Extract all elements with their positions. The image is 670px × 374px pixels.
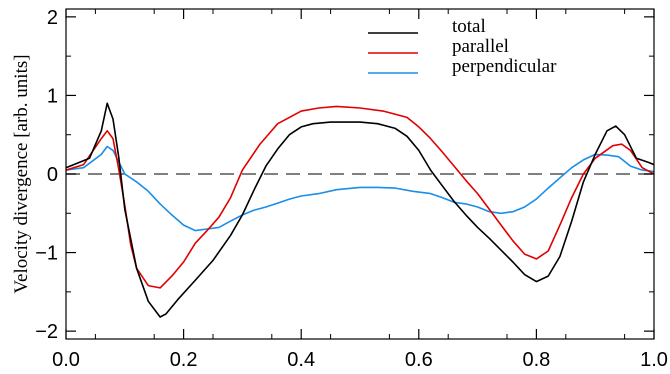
- x-tick-label: 0.6: [405, 349, 433, 371]
- legend-label-perpendicular: perpendicular: [452, 56, 557, 77]
- y-tick-label: 2: [47, 7, 58, 29]
- legend-label-total: total: [452, 16, 486, 37]
- y-tick-label: −1: [35, 243, 58, 265]
- series-line-perpendicular: [66, 145, 654, 232]
- plot-area: [66, 102, 654, 318]
- x-tick-label: 0.4: [287, 349, 315, 371]
- x-tick-label: 1.0: [640, 349, 668, 371]
- axes: 0.0 0.2 0.4 0.6 0.8 1.0 −2 −1 0 1 2: [35, 7, 668, 371]
- x-tick-label: 0.0: [52, 349, 80, 371]
- legend-label-parallel: parallel: [452, 36, 509, 57]
- y-tick-label: 0: [47, 164, 58, 186]
- series-line-total: [66, 102, 654, 318]
- x-tick-label: 0.2: [170, 349, 198, 371]
- y-axis-label: Velocity divergence [arb. units]: [11, 54, 32, 293]
- y-tick-label: −2: [35, 321, 58, 343]
- x-tick-label: 0.8: [522, 349, 550, 371]
- y-tick-label: 1: [47, 85, 58, 107]
